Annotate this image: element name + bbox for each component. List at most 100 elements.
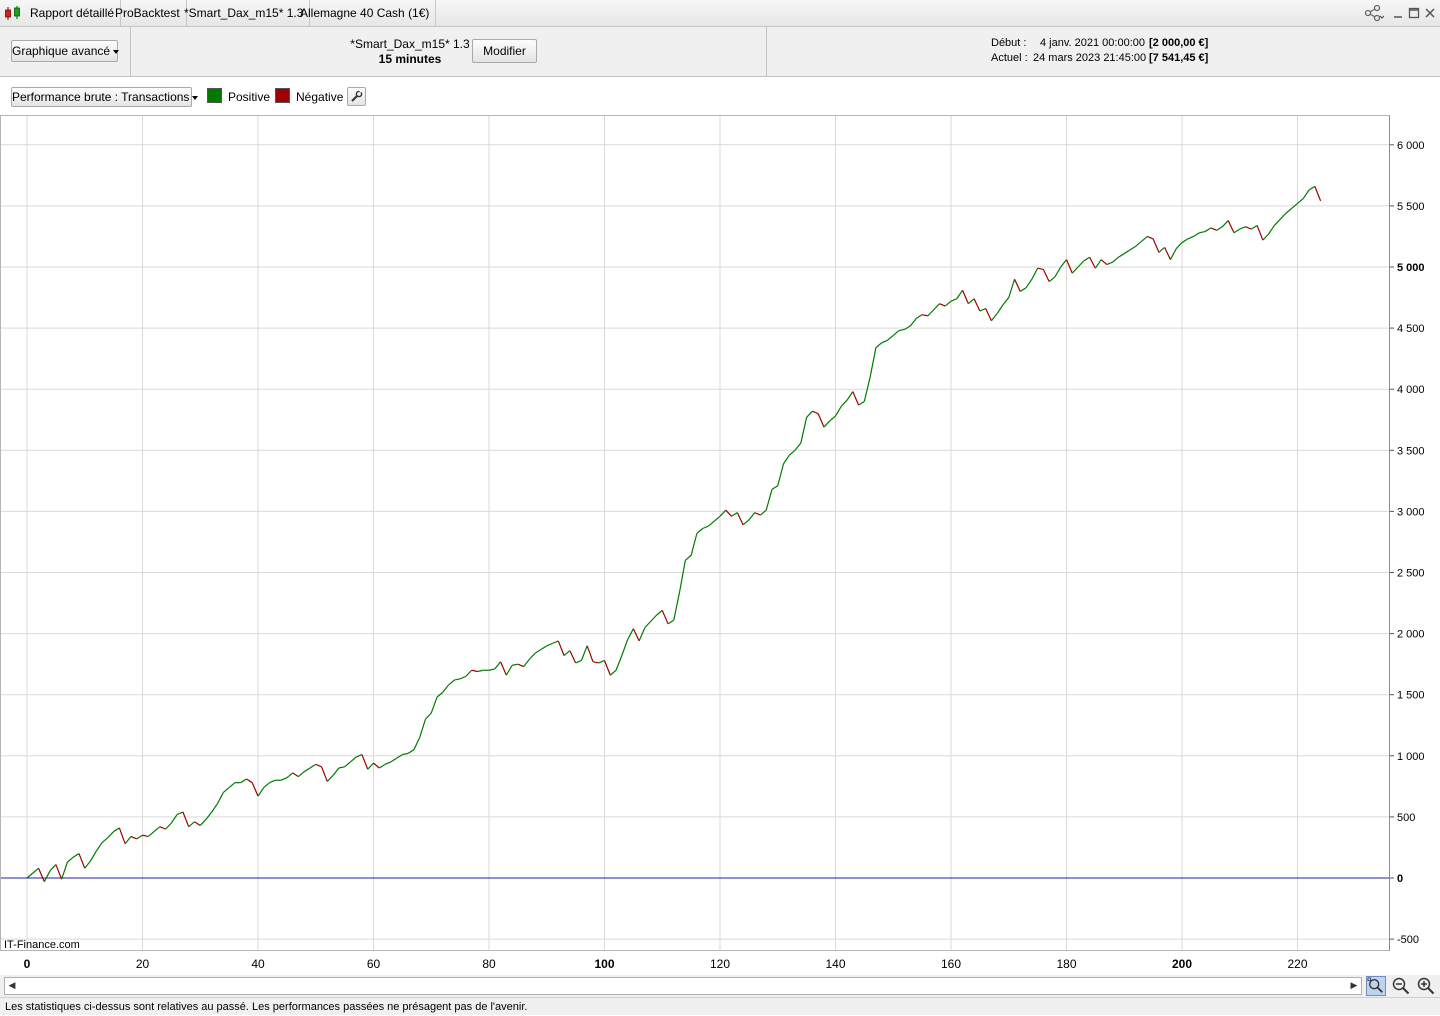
tab-instrument[interactable]: Allemagne 40 Cash (1€) [294,0,437,26]
segment-positive [1094,259,1102,269]
segment-negative [557,640,565,656]
strategy-name: *Smart_Dax_m15* 1.3 [350,37,470,51]
segment-negative [632,628,640,642]
minimize-icon[interactable] [1392,7,1404,19]
x-tick-label: 200 [1172,957,1192,971]
segment-negative [1042,269,1050,282]
horizontal-scrollbar[interactable]: ◀ ▶ [0,975,1440,997]
segment-positive [1158,246,1166,253]
positive-color-swatch[interactable] [207,88,222,103]
segment-positive [823,420,831,428]
close-icon[interactable] [1424,7,1436,19]
segment-negative [592,661,599,664]
segment-negative [1100,259,1108,266]
segment-positive [1204,227,1212,233]
zoom-in-icon[interactable] [1416,976,1436,996]
scrollbar-track[interactable] [4,977,1362,995]
segment-positive [286,772,294,779]
maximize-icon[interactable] [1408,7,1420,19]
performance-dropdown-label: Performance brute : Transactions [12,90,190,104]
segment-positive [205,811,213,820]
segment-negative [961,289,969,304]
tab-strategy[interactable]: *Smart_Dax_m15* 1.3 [178,0,311,26]
segment-positive [309,763,317,769]
zoom-out-icon[interactable] [1391,976,1411,996]
segment-negative [939,303,946,307]
x-axis: 0 20 40 60 80 100 120 140 160 180 200 220 [0,951,1390,975]
current-capital: [7 541,45 €] [1149,52,1209,64]
segment-positive [1129,245,1137,251]
segment-negative [736,512,744,526]
segment-positive [858,400,865,406]
segment-positive [1169,248,1177,260]
x-tick-label: 180 [1056,957,1076,971]
segment-positive [1123,249,1131,255]
segment-negative [661,610,669,625]
segment-negative [569,650,577,664]
x-tick-label: 120 [710,957,730,971]
x-tick-label: 20 [136,957,150,971]
segment-positive [147,831,155,837]
chart-mode-dropdown[interactable]: Graphique avancé [11,40,120,62]
segment-positive [840,399,848,407]
y-tick-label: 0 [1397,873,1403,885]
segment-negative [315,763,322,768]
segment-negative [159,826,166,830]
segment-positive [269,779,276,784]
segment-positive [806,410,813,418]
segment-positive [1118,253,1125,258]
current-date: 24 mars 2023 21:45:00 [1033,52,1147,64]
share-icon[interactable] [1364,4,1384,22]
scroll-left-arrow-icon[interactable]: ◀ [8,980,16,990]
segment-positive [702,525,709,530]
scroll-right-arrow-icon[interactable]: ▶ [1350,980,1358,990]
segment-positive [1193,232,1200,237]
segment-positive [1019,287,1027,292]
equity-chart [1,116,1389,950]
segment-positive [338,766,345,769]
segment-positive [367,762,374,770]
tab-rapport-detaille[interactable]: Rapport détaillé [24,0,122,26]
segment-positive [708,520,715,527]
segment-positive [136,834,143,840]
header-divider [766,27,767,76]
segment-positive [979,307,986,312]
segment-positive [575,659,582,664]
segment-positive [222,787,230,793]
segment-positive [1002,297,1010,306]
segment-positive [534,648,542,654]
modify-button[interactable]: Modifier [472,39,537,63]
tab-probacktest[interactable]: ProBacktest [109,0,187,26]
chevron-down-icon [192,95,199,100]
segment-positive [72,853,80,858]
segment-positive [598,659,605,664]
segment-negative [1314,186,1322,202]
segment-positive [742,519,750,526]
segment-positive [344,761,351,768]
segment-positive [748,512,756,521]
segment-positive [477,669,484,673]
negative-color-swatch[interactable] [275,88,290,103]
segment-positive [101,837,109,844]
performance-dropdown[interactable]: Performance brute : Transactions [11,87,199,107]
segment-positive [1250,224,1258,230]
x-tick-label: 60 [367,957,381,971]
settings-button[interactable] [347,87,366,106]
y-tick-label: 4 500 [1397,323,1425,335]
segment-positive [280,777,288,781]
segment-positive [1077,260,1085,268]
segment-positive [355,754,363,758]
y-tick-label: 2 500 [1397,568,1425,580]
start-date: 4 janv. 2021 00:00:00 [1040,37,1145,49]
segment-positive [1083,256,1090,262]
segment-positive [523,658,530,667]
segment-negative [471,669,478,673]
app-candles-icon[interactable] [4,6,22,21]
equity-chart-area[interactable]: IT-Finance.com [0,115,1390,951]
segment-positive [390,757,397,763]
segment-positive [869,347,877,378]
segment-negative [1164,247,1171,260]
chart-toolbar [0,77,1440,115]
segment-positive [528,652,536,660]
zoom-fit-icon[interactable] [1366,976,1386,996]
